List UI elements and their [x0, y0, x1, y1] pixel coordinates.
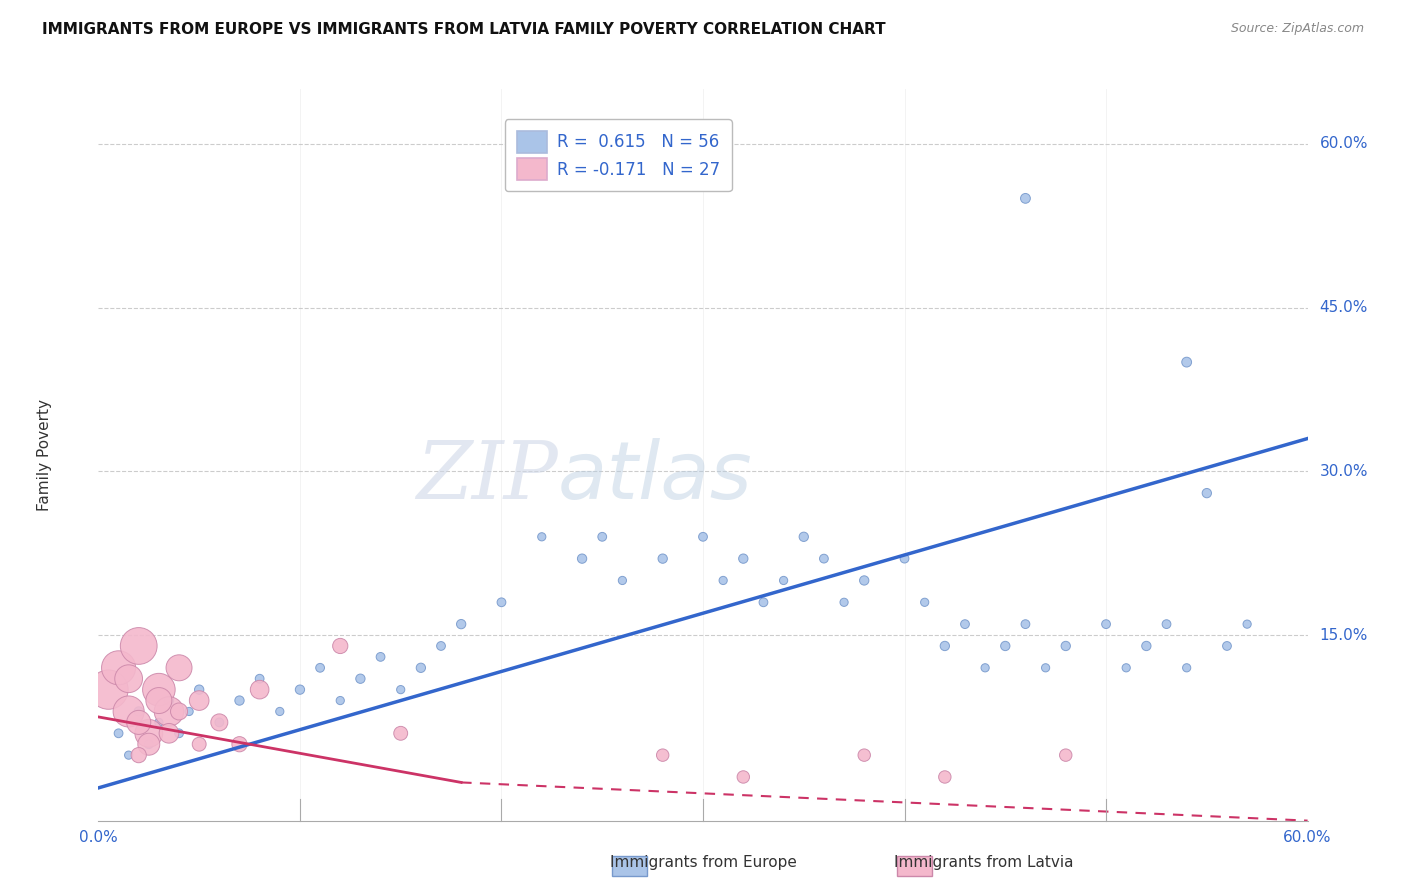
- Point: [228, 693, 250, 707]
- Point: [813, 551, 835, 566]
- Point: [752, 595, 775, 609]
- Point: [107, 726, 129, 740]
- Point: [208, 715, 231, 730]
- Point: [450, 617, 472, 632]
- Point: [733, 551, 755, 566]
- Point: [1035, 661, 1057, 675]
- Point: [893, 551, 915, 566]
- Point: [288, 682, 311, 697]
- Point: [1236, 617, 1258, 632]
- Point: [1156, 617, 1178, 632]
- Point: [188, 693, 211, 707]
- Legend: R =  0.615   N = 56, R = -0.171   N = 27: R = 0.615 N = 56, R = -0.171 N = 27: [505, 120, 731, 192]
- Point: [491, 595, 513, 609]
- Text: 60.0%: 60.0%: [1320, 136, 1368, 152]
- Point: [167, 705, 190, 719]
- Point: [329, 693, 352, 707]
- Point: [1054, 639, 1077, 653]
- Point: [914, 595, 936, 609]
- Point: [430, 639, 453, 653]
- Point: [1216, 639, 1239, 653]
- Point: [128, 748, 150, 763]
- Point: [157, 693, 180, 707]
- Point: [733, 770, 755, 784]
- Point: [1014, 617, 1036, 632]
- Point: [167, 726, 190, 740]
- Point: [97, 682, 120, 697]
- Point: [128, 715, 150, 730]
- Point: [269, 705, 291, 719]
- Point: [1115, 661, 1137, 675]
- Point: [157, 726, 180, 740]
- Point: [651, 551, 673, 566]
- Point: [1014, 191, 1036, 205]
- Point: [591, 530, 613, 544]
- Point: [148, 682, 170, 697]
- Text: Source: ZipAtlas.com: Source: ZipAtlas.com: [1230, 22, 1364, 36]
- Text: Immigrants from Latvia: Immigrants from Latvia: [894, 855, 1074, 870]
- Text: ZIP: ZIP: [416, 438, 558, 516]
- Point: [530, 530, 553, 544]
- Point: [1195, 486, 1218, 500]
- Point: [953, 617, 976, 632]
- Point: [409, 661, 432, 675]
- Point: [228, 737, 250, 751]
- Point: [128, 705, 150, 719]
- Point: [853, 748, 876, 763]
- Point: [1054, 748, 1077, 763]
- Point: [148, 715, 170, 730]
- Point: [148, 693, 170, 707]
- Point: [157, 705, 180, 719]
- Text: Family Poverty: Family Poverty: [37, 399, 52, 511]
- Point: [329, 639, 352, 653]
- Point: [389, 682, 412, 697]
- Point: [793, 530, 815, 544]
- Point: [1175, 661, 1198, 675]
- Point: [118, 705, 141, 719]
- Point: [138, 737, 160, 751]
- Point: [389, 726, 412, 740]
- Point: [832, 595, 855, 609]
- Point: [118, 748, 141, 763]
- Point: [138, 726, 160, 740]
- Point: [711, 574, 734, 588]
- Point: [249, 672, 271, 686]
- Text: atlas: atlas: [558, 438, 752, 516]
- Point: [853, 574, 876, 588]
- Text: IMMIGRANTS FROM EUROPE VS IMMIGRANTS FROM LATVIA FAMILY POVERTY CORRELATION CHAR: IMMIGRANTS FROM EUROPE VS IMMIGRANTS FRO…: [42, 22, 886, 37]
- Text: 45.0%: 45.0%: [1320, 300, 1368, 315]
- Point: [692, 530, 714, 544]
- Point: [249, 682, 271, 697]
- Point: [188, 682, 211, 697]
- Point: [167, 661, 190, 675]
- Point: [179, 705, 201, 719]
- Point: [107, 661, 129, 675]
- Point: [128, 639, 150, 653]
- Point: [651, 748, 673, 763]
- Point: [118, 672, 141, 686]
- Text: 30.0%: 30.0%: [1320, 464, 1368, 479]
- Point: [370, 649, 392, 664]
- Point: [1095, 617, 1118, 632]
- Point: [188, 737, 211, 751]
- Point: [1175, 355, 1198, 369]
- Point: [612, 574, 634, 588]
- Point: [208, 715, 231, 730]
- Point: [994, 639, 1017, 653]
- Point: [138, 737, 160, 751]
- Point: [974, 661, 997, 675]
- Point: [934, 639, 956, 653]
- Point: [309, 661, 332, 675]
- Point: [934, 770, 956, 784]
- Point: [349, 672, 371, 686]
- Text: 15.0%: 15.0%: [1320, 628, 1368, 642]
- Point: [772, 574, 794, 588]
- Text: Immigrants from Europe: Immigrants from Europe: [610, 855, 796, 870]
- Point: [1135, 639, 1157, 653]
- Point: [571, 551, 593, 566]
